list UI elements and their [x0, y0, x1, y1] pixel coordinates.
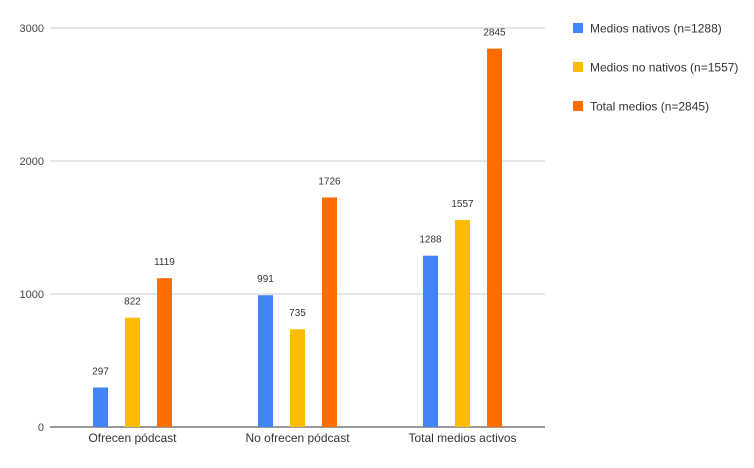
bar — [487, 48, 502, 428]
x-category-label: Total medios activos — [408, 431, 516, 445]
data-label: 1288 — [419, 235, 442, 246]
y-tick-label: 2000 — [20, 156, 44, 168]
legend-swatch — [573, 23, 583, 33]
y-tick-label: 3000 — [20, 23, 44, 35]
legend: Medios nativos (n=1288) Medios no nativos… — [573, 22, 738, 114]
bar — [423, 255, 438, 427]
bar — [455, 219, 470, 427]
bar — [322, 197, 337, 427]
data-label: 991 — [257, 274, 274, 285]
bars — [93, 48, 502, 428]
bar — [125, 317, 140, 427]
legend-swatch — [573, 62, 583, 72]
data-label: 2845 — [483, 28, 506, 39]
data-label: 1119 — [154, 257, 175, 268]
x-category-label: Ofrecen pódcast — [88, 431, 177, 445]
y-axis-ticks: 0 1000 2000 3000 — [20, 23, 44, 434]
legend-label: Medios no nativos (n=1557) — [590, 61, 738, 75]
data-label: 822 — [124, 297, 141, 308]
legend-swatch — [573, 101, 583, 111]
legend-label: Medios nativos (n=1288) — [590, 22, 722, 36]
data-label: 1557 — [451, 199, 474, 210]
x-axis-categories: Ofrecen pódcast No ofrecen pódcast Total m… — [88, 431, 516, 445]
y-tick-label: 1000 — [20, 289, 44, 301]
data-label: 297 — [92, 366, 109, 377]
data-label: 735 — [289, 308, 306, 319]
data-labels: 297 822 1119 991 735 1726 1288 1557 2845 — [92, 28, 506, 378]
data-label: 1726 — [318, 176, 341, 187]
bar — [157, 278, 172, 427]
bar — [93, 387, 108, 427]
y-tick-label: 0 — [38, 422, 44, 434]
bar — [290, 329, 305, 427]
legend-label: Total medios (n=2845) — [590, 100, 709, 114]
x-category-label: No ofrecen pódcast — [245, 431, 350, 445]
bar — [258, 295, 273, 427]
